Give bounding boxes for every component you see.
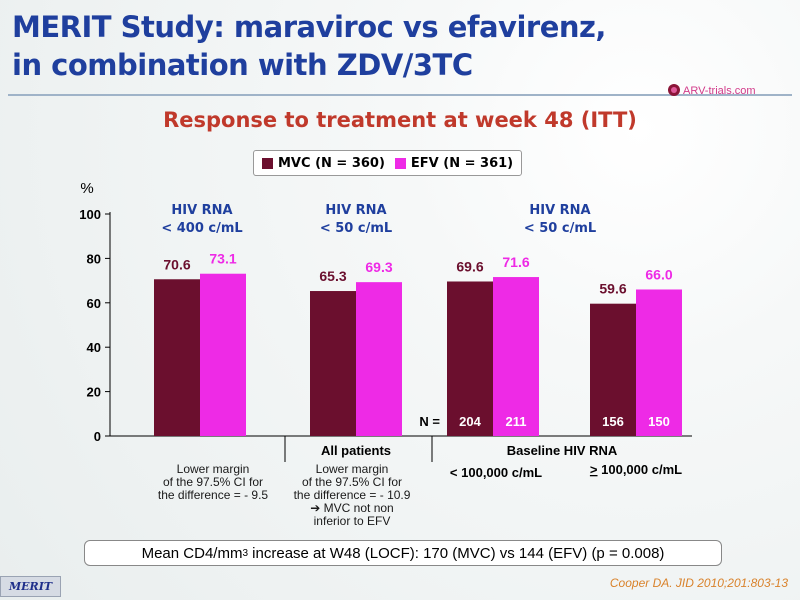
footnote-middle: Lower margin of the 97.5% CI for the dif… — [268, 463, 436, 528]
legend-swatch-efv — [394, 157, 406, 169]
y-tick-label-20: 20 — [87, 385, 101, 400]
legend-label-mvc: MVC (N = 360) — [278, 155, 385, 171]
legend-label-efv: EFV (N = 361) — [410, 155, 514, 171]
footnote-middle-conclusion-1: MVC not non — [323, 501, 394, 515]
greater-equal-symbol: > — [590, 462, 598, 477]
footnote-middle-line-1: Lower margin — [315, 462, 389, 476]
data-label-efv-all-lt50: 69.3 — [365, 259, 392, 275]
slide-title-line-1: MERIT Study: maraviroc vs efavirenz, — [12, 10, 606, 44]
arv-trials-logo: ARV-trials.com — [668, 84, 756, 97]
n-value-efv-1: 211 — [506, 414, 527, 429]
footnote-left-line-1: Lower margin — [176, 462, 250, 476]
chart-legend: MVC (N = 360) EFV (N = 361) — [253, 150, 523, 176]
data-label-mvc-baseline-ge100k: 59.6 — [599, 281, 626, 297]
cd4-text-post: increase at W48 (LOCF): 170 (MVC) vs 144… — [248, 544, 665, 562]
cd4-superscript: 3 — [242, 547, 249, 559]
footnote-middle-line-3: the difference = - 10.9 — [293, 488, 411, 502]
bar-mvc-baseline-ge100k — [590, 303, 636, 436]
citation: Cooper DA. JID 2010;201:803-13 — [609, 576, 788, 590]
data-label-mvc-baseline-lt100k: 69.6 — [456, 258, 483, 274]
y-tick-label-80: 80 — [87, 251, 101, 266]
bar-efv-baseline-ge100k — [636, 289, 682, 436]
n-value-mvc-1: 204 — [459, 414, 481, 429]
arv-logo-icon — [668, 84, 680, 96]
footnote-middle-line-5: inferior to EFV — [313, 514, 391, 528]
footnote-middle-line-4: ➔ MVC not non — [268, 502, 436, 515]
chart-title: Response to treatment at week 48 (ITT) — [163, 108, 637, 132]
y-axis-label: % — [80, 180, 93, 197]
footnote-middle-line-2: of the 97.5% CI for — [301, 475, 403, 489]
y-tick-label-100: 100 — [79, 207, 101, 222]
cd4-summary-box: Mean CD4/mm 3 increase at W48 (LOCF): 170… — [84, 540, 722, 566]
footnote-left-line-3: the difference = - 9.5 — [157, 488, 269, 502]
x-label-above-100k: > 100,000 c/mL — [590, 462, 682, 477]
bar-efv-baseline-lt100k — [493, 277, 539, 436]
footnote-left-line-2: of the 97.5% CI for — [162, 475, 264, 489]
group-header-3-line-1: HIV RNA — [529, 203, 590, 218]
merit-badge: MERIT — [0, 576, 62, 597]
bar-mvc-all-lt50 — [310, 291, 356, 436]
data-label-efv-all-lt400: 73.1 — [209, 251, 236, 267]
bar-mvc-all-lt400 — [154, 279, 200, 436]
x-label-baseline-hiv-rna: Baseline HIV RNA — [507, 443, 618, 458]
legend-item-mvc: MVC (N = 360) — [262, 156, 385, 171]
arrow-right-icon: ➔ — [310, 501, 321, 515]
above-100k-text: 100,000 c/mL — [598, 462, 683, 477]
y-tick-label-0: 0 — [94, 429, 101, 444]
cd4-text-pre: Mean CD4/mm — [141, 544, 243, 562]
legend-swatch-mvc — [262, 157, 273, 169]
x-label-all-patients: All patients — [321, 443, 391, 458]
data-label-efv-baseline-ge100k: 66.0 — [645, 266, 672, 282]
y-tick-label-40: 40 — [87, 340, 101, 355]
slide-title-line-2: in combination with ZDV/3TC — [12, 48, 473, 82]
x-label-below-100k: < 100,000 c/mL — [450, 465, 542, 480]
group-header-1-line-2: < 400 c/mL — [161, 221, 242, 236]
title-divider — [8, 94, 792, 96]
footnote-left: Lower margin of the 97.5% CI for the dif… — [118, 463, 308, 502]
bar-mvc-baseline-lt100k — [447, 281, 493, 436]
group-header-2-line-2: < 50 c/mL — [320, 221, 392, 236]
data-label-efv-baseline-lt100k: 71.6 — [502, 254, 529, 270]
n-value-efv-2: 150 — [648, 414, 670, 429]
n-row-prefix: N = — [419, 414, 440, 429]
group-header-2-line-1: HIV RNA — [325, 203, 386, 218]
group-header-1-line-1: HIV RNA — [171, 203, 232, 218]
logo-text: ARV-trials.com — [683, 85, 756, 97]
y-tick-label-60: 60 — [87, 296, 101, 311]
group-header-3-line-2: < 50 c/mL — [524, 221, 596, 236]
bar-efv-all-lt50 — [356, 282, 402, 436]
legend-item-efv: EFV (N = 361) — [394, 155, 514, 171]
n-value-mvc-2: 156 — [602, 414, 624, 429]
data-label-mvc-all-lt400: 70.6 — [163, 256, 190, 272]
bar-efv-all-lt400 — [200, 273, 246, 436]
data-label-mvc-all-lt50: 65.3 — [319, 268, 346, 284]
